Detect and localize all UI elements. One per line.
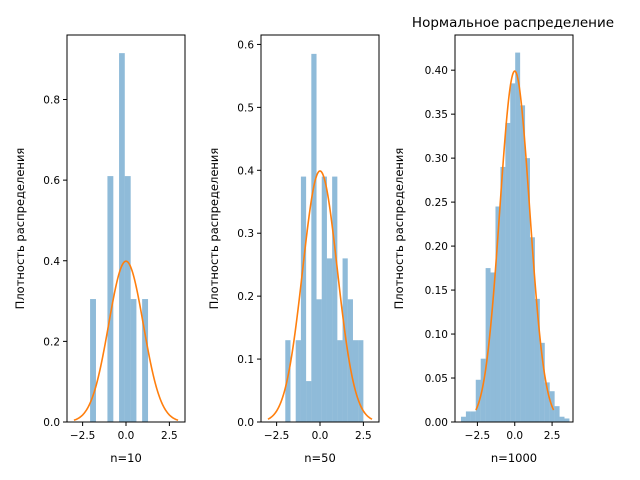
histogram-bar <box>342 258 348 422</box>
x-axis-label: n=10 <box>110 451 142 465</box>
y-tick-label: 0.4 <box>237 165 254 177</box>
histogram-bar <box>559 416 565 422</box>
y-tick-label: 0.6 <box>237 39 254 51</box>
y-tick-label: 0.20 <box>425 241 448 253</box>
histogram-bar <box>90 299 96 422</box>
y-tick-label: 0.0 <box>237 417 254 429</box>
x-tick-label: 0.0 <box>506 430 523 442</box>
y-tick-label: 0.1 <box>237 354 254 366</box>
y-tick-label: 0.4 <box>43 256 60 268</box>
y-tick-label: 0.00 <box>425 417 448 429</box>
y-tick-label: 0.0 <box>43 417 60 429</box>
histogram-bar <box>119 53 125 422</box>
histogram-bar <box>332 176 338 422</box>
histogram-bar <box>306 381 312 422</box>
histogram-bar <box>500 166 506 422</box>
x-tick-label: −2.5 <box>70 430 96 442</box>
histogram-bar <box>534 298 540 422</box>
histogram-bar <box>124 176 131 422</box>
y-tick-label: 0.35 <box>425 109 448 121</box>
histogram-bar <box>295 340 301 422</box>
density-curve <box>267 170 373 420</box>
histogram-bar <box>520 105 526 422</box>
histogram-bar <box>358 340 364 422</box>
y-tick-label: 0.05 <box>425 373 448 385</box>
histogram-bar <box>475 379 481 422</box>
y-tick-label: 0.2 <box>237 291 254 303</box>
histogram-bar <box>510 83 516 422</box>
subplot-1: −2.5 0.0 2.5 0.0 0.2 0.4 0.6 0.8 n=10 Плотность р… <box>13 34 186 465</box>
histogram-bar <box>300 176 307 422</box>
y-tick-label: 0.10 <box>425 329 448 341</box>
x-axis-label: n=50 <box>304 451 336 465</box>
y-axis-label: Плотность распределения <box>392 148 406 310</box>
histogram-bar <box>311 53 317 422</box>
histogram-bar <box>515 52 521 422</box>
subplot-panels: −2.5 0.0 2.5 0.0 0.2 0.4 0.6 0.8 n=10 Плотность р… <box>13 34 574 465</box>
density-curve <box>73 260 179 421</box>
histogram-bar <box>490 272 496 422</box>
x-tick-label: 0.0 <box>312 430 329 442</box>
histogram-bar <box>326 258 333 422</box>
histogram-bar <box>337 340 343 422</box>
histogram-bar <box>352 340 359 422</box>
subplot-2: −2.5 0.0 2.5 0.0 0.1 0.2 0.3 0.4 0.5 0.6 n=50 Плотн… <box>207 34 380 465</box>
histogram-bar <box>347 299 353 422</box>
histogram-bar <box>525 158 530 423</box>
histogram-bar <box>564 418 570 422</box>
y-tick-label: 0.8 <box>43 95 60 107</box>
y-tick-label: 0.30 <box>425 153 448 165</box>
y-axis-label: Плотность распределения <box>13 148 27 310</box>
histogram-bar <box>544 382 550 422</box>
histogram-bar <box>480 358 486 422</box>
x-axis-label: n=1000 <box>491 451 537 465</box>
x-tick-label: −2.5 <box>465 430 491 442</box>
y-tick-label: 0.40 <box>425 65 448 77</box>
y-tick-label: 0.5 <box>237 102 254 114</box>
x-tick-label: 2.5 <box>544 430 561 442</box>
histogram-bar <box>107 176 114 422</box>
density-curve <box>475 70 555 411</box>
x-tick-label: 2.5 <box>161 430 178 442</box>
axes-frame <box>454 34 574 423</box>
x-tick-label: 2.5 <box>355 430 372 442</box>
histogram-bar <box>554 406 560 422</box>
x-tick-label: 0.0 <box>118 430 135 442</box>
histogram-bar <box>505 122 511 423</box>
y-tick-label: 0.15 <box>425 285 448 297</box>
x-tick-label: −2.5 <box>264 430 290 442</box>
histogram-bar <box>460 416 466 422</box>
y-tick-label: 0.6 <box>43 175 60 187</box>
y-axis-label: Плотность распределения <box>207 148 221 310</box>
y-tick-label: 0.25 <box>425 197 448 209</box>
histogram-bar <box>539 342 545 422</box>
histogram-bar <box>316 299 322 422</box>
histogram-bar <box>142 299 149 422</box>
y-tick-label: 0.2 <box>43 336 60 348</box>
histogram-bar <box>470 411 476 422</box>
histogram-bar <box>529 237 535 422</box>
figure-title: Нормальное распределение <box>412 15 614 31</box>
histogram-bar <box>285 340 291 422</box>
histogram-bar <box>495 206 501 422</box>
histogram-bar <box>465 411 471 422</box>
histogram-bar <box>130 299 137 422</box>
subplot-3: −2.5 0.0 2.5 0.00 0.05 0.10 0.15 0.20 0.25 0.30 0.… <box>392 34 574 465</box>
histogram-bar <box>321 176 327 422</box>
y-tick-label: 0.3 <box>237 228 254 240</box>
